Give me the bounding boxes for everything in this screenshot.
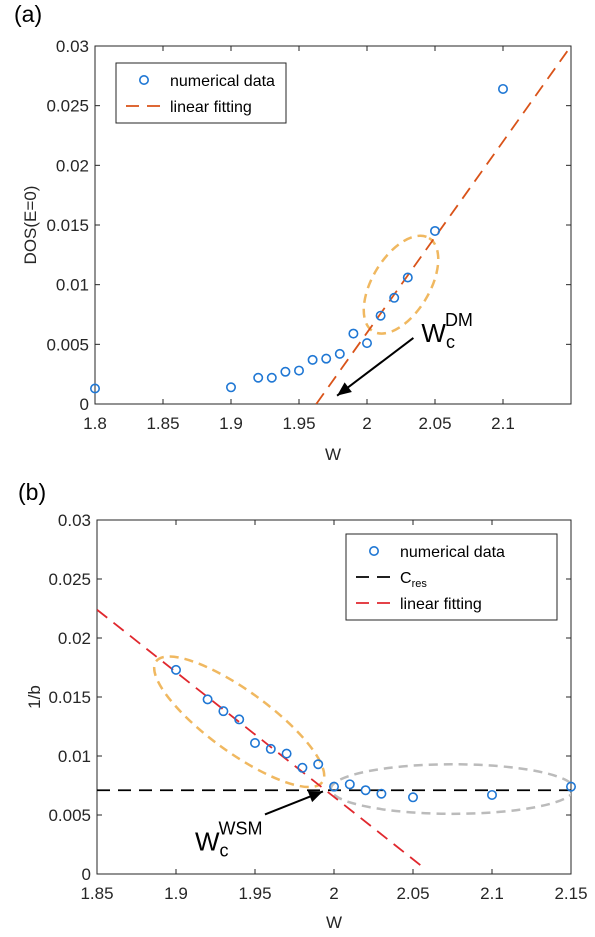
y-tick-label: 0.03 (56, 37, 89, 56)
data-point (497, 83, 508, 94)
data-point (334, 348, 345, 359)
annotation-arrow-shaft (336, 337, 415, 397)
data-point (389, 292, 400, 303)
x-tick-label: 2.15 (554, 884, 587, 903)
highlight-ellipse (362, 234, 440, 335)
y-tick-label: 0.01 (58, 747, 91, 766)
x-tick-label: 1.95 (238, 884, 271, 903)
data-point (234, 714, 245, 725)
data-point (226, 382, 237, 393)
y-tick-label: 0.005 (48, 806, 91, 825)
y-tick-label: 0.02 (56, 156, 89, 175)
data-point (265, 743, 276, 754)
y-tick-label: 0.025 (46, 97, 89, 116)
data-point (360, 785, 371, 796)
y-tick-label: 0.02 (58, 629, 91, 648)
linear-fit-line (315, 46, 571, 404)
data-point (486, 789, 497, 800)
legend-label: Cres (400, 570, 427, 590)
legend-box (115, 62, 287, 124)
data-point (375, 310, 386, 321)
legend-label: numerical data (400, 544, 505, 561)
y-tick-label: 0.015 (46, 216, 89, 235)
data-point (348, 328, 359, 339)
data-point (280, 366, 291, 377)
chart-panel-b: (b) 1.85 1.9 1.95 2 2.05 2.1 2.15 0 0.005 0.01 0.01… (18, 479, 588, 932)
data-point (307, 354, 318, 365)
data-point (90, 383, 101, 394)
data-point (202, 694, 213, 705)
y-axis-label: 1/b (25, 685, 44, 709)
y-axis-label: DOS(E=0) (21, 186, 40, 265)
x-tick-label: 2 (362, 414, 371, 433)
y-tick-label: 0 (82, 865, 91, 884)
panel-label: (a) (14, 1, 42, 27)
data-point (328, 781, 339, 792)
x-tick-label: 2 (329, 884, 338, 903)
x-tick-label: 2.05 (396, 884, 429, 903)
linear-fit-line (97, 608, 427, 870)
x-tick-label: 1.95 (282, 414, 315, 433)
x-tick-label: 1.9 (164, 884, 188, 903)
x-axis-label: W (326, 913, 342, 932)
x-tick-label: 1.85 (80, 884, 113, 903)
legend-label: linear fitting (170, 99, 252, 116)
data-point (344, 779, 355, 790)
data-point (297, 762, 308, 773)
annotation-arrow-head (307, 790, 323, 803)
data-point (361, 338, 372, 349)
annotation-arrow-head (337, 382, 352, 396)
panel-label: (b) (18, 479, 46, 505)
data-point (376, 788, 387, 799)
x-tick-label: 2.1 (480, 884, 504, 903)
annotation-label: WcWSM (195, 818, 263, 860)
x-tick-label: 2.05 (418, 414, 451, 433)
data-point (250, 738, 261, 749)
y-tick-label: 0.01 (56, 276, 89, 295)
data-point (293, 365, 304, 376)
y-tick-label: 0.03 (58, 511, 91, 530)
x-tick-label: 1.8 (83, 414, 107, 433)
legend-label: numerical data (170, 73, 275, 90)
annotation-label: WcDM (421, 310, 473, 352)
data-point (402, 272, 413, 283)
chart-panel-a: (a) 1.8 1.85 1.9 1.95 2 2.05 2.1 0 0.005 0.01 0.015… (14, 1, 572, 464)
legend-marker (139, 75, 150, 86)
data-point (565, 781, 576, 792)
data-point (313, 759, 324, 770)
y-tick-label: 0.015 (48, 688, 91, 707)
data-point (218, 706, 229, 717)
plot-area (97, 608, 571, 870)
x-tick-label: 1.85 (146, 414, 179, 433)
plot-area (315, 46, 571, 404)
data-point (281, 748, 292, 759)
x-tick-label: 1.9 (219, 414, 243, 433)
data-point (253, 372, 264, 383)
highlight-ellipse (152, 655, 326, 789)
y-tick-label: 0 (80, 395, 89, 414)
data-point (171, 664, 182, 675)
data-point (407, 792, 418, 803)
legend-label: linear fitting (400, 596, 482, 613)
data-point (266, 372, 277, 383)
y-tick-label: 0.005 (46, 335, 89, 354)
data-point (429, 225, 440, 236)
legend-marker (368, 545, 379, 556)
y-tick-label: 0.025 (48, 570, 91, 589)
x-tick-label: 2.1 (491, 414, 515, 433)
data-point (321, 353, 332, 364)
x-axis-label: W (325, 445, 341, 464)
highlight-ellipse (329, 763, 571, 816)
